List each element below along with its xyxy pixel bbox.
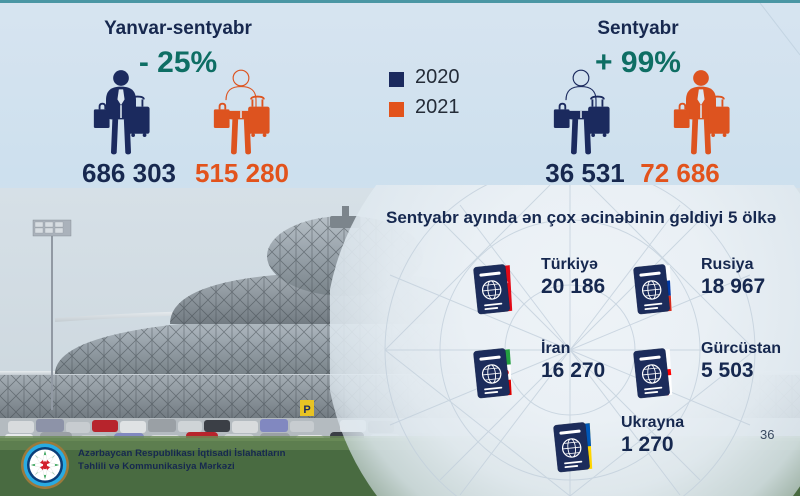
- svg-text:P: P: [303, 404, 310, 416]
